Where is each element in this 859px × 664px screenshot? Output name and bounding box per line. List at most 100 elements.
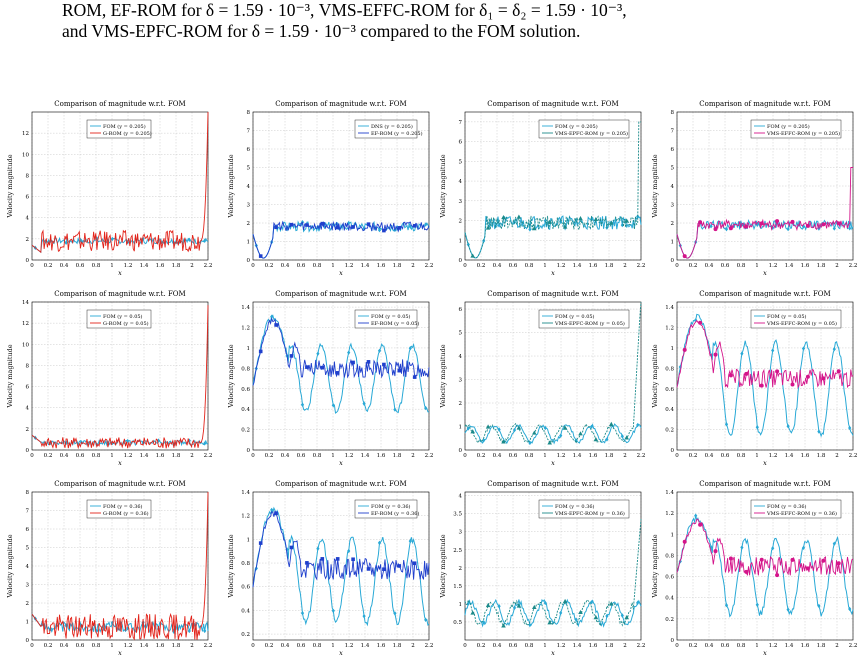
x-tick-label: 0.8 — [525, 643, 534, 649]
y-tick-label: 0.2 — [241, 428, 250, 434]
x-tick-label: 1.2 — [769, 453, 778, 459]
plot-frame — [31, 301, 209, 451]
y-tick-label: 0.8 — [665, 366, 674, 372]
series-marker — [836, 369, 841, 374]
y-tick-label: 7 — [247, 129, 251, 135]
series-marker — [512, 427, 517, 433]
x-tick-label: 1.6 — [801, 263, 810, 269]
y-tick-label: 2 — [247, 221, 251, 227]
x-tick-label: 0.2 — [477, 453, 486, 459]
chart-panel: Comparison of magnitude w.r.t. FOM 0 0.2 0.… — [6, 290, 212, 467]
plot-frame — [464, 111, 642, 261]
x-tick-label: 0.4 — [493, 263, 502, 269]
x-tick-label: 2.2 — [425, 643, 434, 649]
x-tick-label: 1.4 — [361, 643, 370, 649]
y-tick-label: 6 — [26, 195, 30, 201]
x-tick-label: 1.4 — [573, 453, 582, 459]
series-marker — [790, 219, 795, 224]
series-marker — [817, 603, 821, 609]
x-tick-label: 1 — [110, 453, 114, 459]
legend-label: FOM (y = 0.205) — [103, 123, 146, 130]
y-tick-label: 0.8 — [241, 366, 250, 372]
legend-label: VMS-EPFC-ROM (y = 0.205) — [554, 130, 628, 137]
series-marker — [698, 522, 703, 527]
x-tick-label: 1.4 — [140, 643, 149, 649]
series-marker — [316, 351, 320, 356]
y-tick-label: 4 — [459, 179, 463, 185]
x-tick-label: 1.8 — [605, 643, 614, 649]
chart-panel: Comparison of magnitude w.r.t. FOM 0 0.2 0.… — [651, 100, 857, 277]
chart-panel: Comparison of magnitude w.r.t. FOM 0 0.2 0.… — [227, 100, 433, 277]
series-marker — [559, 219, 563, 225]
series-marker — [424, 222, 428, 227]
y-tick-label: 1 — [247, 346, 251, 352]
caption-line-2: and VMS-EPFC-ROM for δ = 1.59 · 10⁻³ com… — [62, 21, 581, 41]
series-marker — [258, 541, 263, 545]
x-tick-label: 0 — [30, 643, 34, 649]
series-marker — [351, 225, 355, 229]
x-tick-label: 0.6 — [76, 643, 85, 649]
series-marker — [609, 601, 614, 606]
series-marker — [516, 603, 522, 608]
x-tick-label: 0 — [463, 643, 467, 649]
plot-frame — [31, 111, 209, 261]
y-tick-label: 0.6 — [241, 585, 250, 591]
y-tick-label: 1.2 — [241, 514, 250, 520]
x-tick-label: 1.2 — [557, 453, 566, 459]
y-tick-label: 7 — [26, 509, 30, 515]
legend-box — [86, 309, 152, 329]
y-tick-label: 1.4 — [665, 490, 674, 496]
y-tick-label: 2 — [459, 219, 463, 225]
chart-title: Comparison of magnitude w.r.t. FOM — [54, 100, 185, 108]
series-marker — [790, 557, 795, 562]
series-marker — [801, 346, 806, 351]
x-tick-label: 1.4 — [785, 643, 794, 649]
legend-label: VMS-EFFC-ROM (y = 0.36) — [766, 510, 837, 517]
y-tick-label: 3 — [26, 583, 30, 589]
y-tick-label: 4 — [459, 494, 463, 500]
y-tick-label: 0.4 — [665, 407, 674, 413]
x-tick-label: 1.4 — [361, 263, 370, 269]
y-tick-label: 0.6 — [665, 575, 674, 581]
series-marker — [397, 226, 402, 230]
y-tick-label: 0.2 — [241, 632, 250, 638]
series-marker — [744, 569, 749, 574]
series-marker — [470, 429, 475, 434]
legend-label: FOM (y = 0.36) — [555, 503, 595, 510]
series-marker — [331, 608, 335, 613]
series-marker — [470, 610, 475, 615]
x-axis-label: x — [763, 649, 767, 657]
series-marker — [848, 425, 852, 431]
y-tick-label: 5 — [671, 166, 675, 172]
x-tick-label: 0 — [463, 453, 467, 459]
y-tick-label: 12 — [22, 321, 29, 327]
y-tick-label: 5 — [247, 166, 251, 172]
series-marker — [698, 220, 703, 225]
series-marker — [285, 547, 289, 552]
rom-series-line — [31, 491, 209, 641]
series-marker — [485, 602, 491, 608]
x-tick-label: 0.4 — [493, 453, 502, 459]
y-axis-label: Velocity magnitude — [439, 344, 447, 408]
x-tick-label: 2 — [623, 263, 627, 269]
x-axis-label: x — [763, 459, 767, 467]
series-marker — [832, 346, 836, 352]
y-tick-label: 0.2 — [665, 428, 674, 434]
y-tick-label: 0.8 — [241, 561, 250, 567]
series-marker — [482, 438, 486, 443]
y-tick-label: 1 — [247, 240, 251, 246]
x-tick-label: 0.2 — [265, 453, 274, 459]
series-marker — [589, 600, 594, 605]
x-tick-label: 0.8 — [92, 453, 101, 459]
legend-box — [750, 309, 842, 329]
y-tick-label: 8 — [26, 173, 30, 179]
y-tick-label: 10 — [22, 342, 29, 348]
series-marker — [578, 215, 583, 221]
x-tick-label: 0.6 — [297, 453, 306, 459]
series-marker — [740, 545, 744, 550]
legend-box — [354, 119, 418, 139]
chart-title: Comparison of magnitude w.r.t. FOM — [699, 100, 830, 108]
y-tick-label: 1.5 — [453, 584, 462, 590]
series-marker — [759, 221, 764, 226]
series-marker — [335, 557, 340, 561]
